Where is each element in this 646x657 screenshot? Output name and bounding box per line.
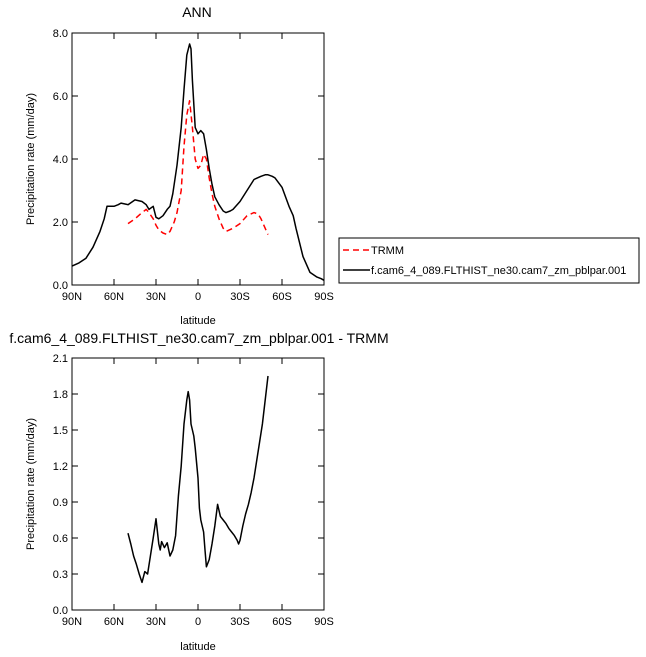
top-y-tick-label: 6.0 xyxy=(53,91,68,103)
top-x-tick-label: 90N xyxy=(62,291,82,303)
bottom-y-axis-label: Precipitation rate (mm/day) xyxy=(25,418,37,550)
bottom-y-tick-label: 0.3 xyxy=(53,569,68,581)
top-y-tick-label: 4.0 xyxy=(53,154,68,166)
top-x-tick-label: 30S xyxy=(230,291,250,303)
top-x-axis: 90N 60N 30N 0 30S 60S 90S xyxy=(62,33,334,303)
top-y-axis-label: Precipitation rate (mm/day) xyxy=(25,93,37,225)
legend-label-trmm: TRMM xyxy=(371,245,404,257)
top-x-tick-label: 60S xyxy=(272,291,292,303)
top-series-line-model xyxy=(71,43,325,281)
bottom-x-axis: 90N 60N 30N 0 30S 60S 90S xyxy=(62,358,334,628)
top-y-tick-label: 2.0 xyxy=(53,217,68,229)
top-y-tick-label: 8.0 xyxy=(53,28,68,40)
bottom-y-tick-label: 0.0 xyxy=(53,605,68,617)
bottom-y-tick-label: 0.6 xyxy=(53,533,68,545)
top-series-group xyxy=(71,43,325,281)
top-y-axis: 0.0 2.0 4.0 6.0 8.0 xyxy=(53,28,324,292)
bottom-x-tick-label: 60N xyxy=(104,616,124,628)
bottom-panel: f.cam6_4_089.FLTHIST_ne30.cam7_zm_pblpar… xyxy=(9,330,388,653)
bottom-x-tick-label: 30N xyxy=(146,616,166,628)
legend-label-model: f.cam6_4_089.FLTHIST_ne30.cam7_zm_pblpar… xyxy=(371,265,626,277)
top-x-tick-label: 60N xyxy=(104,291,124,303)
top-plot-frame xyxy=(71,32,325,286)
bottom-x-tick-label: 0 xyxy=(195,616,201,628)
top-x-tick-label: 0 xyxy=(195,291,201,303)
bottom-y-tick-label: 1.8 xyxy=(53,389,68,401)
legend-box xyxy=(338,237,640,284)
bottom-x-tick-label: 90S xyxy=(314,616,334,628)
bottom-x-tick-label: 60S xyxy=(272,616,292,628)
bottom-x-axis-label: latitude xyxy=(180,641,215,653)
bottom-y-tick-label: 2.1 xyxy=(53,353,68,365)
bottom-series-group xyxy=(127,375,269,584)
top-x-tick-label: 90S xyxy=(314,291,334,303)
bottom-x-tick-label: 90N xyxy=(62,616,82,628)
top-panel: ANN 0.02.04.06.08.0 90N 60N 30N 0 30S 60S 90S … xyxy=(25,4,334,327)
top-chart-title: ANN xyxy=(182,4,212,20)
legend: TRMM f.cam6_4_089.FLTHIST_ne30.cam7_zm_p… xyxy=(338,237,640,284)
bottom-x-tick-label: 30S xyxy=(230,616,250,628)
bottom-series-line-diff xyxy=(127,375,269,584)
bottom-y-tick-label: 1.2 xyxy=(53,461,68,473)
bottom-chart-title: f.cam6_4_089.FLTHIST_ne30.cam7_zm_pblpar… xyxy=(9,330,388,346)
bottom-y-tick-label: 0.9 xyxy=(53,497,68,509)
top-y-tick-label: 0.0 xyxy=(53,280,68,292)
top-series-line-trmm xyxy=(127,99,269,236)
top-x-axis-label: latitude xyxy=(180,315,215,327)
bottom-y-tick-label: 1.5 xyxy=(53,425,68,437)
top-x-tick-label: 30N xyxy=(146,291,166,303)
bottom-y-axis: 0.0 0.3 0.6 0.9 1.2 1.5 1.8 2.1 xyxy=(53,353,324,617)
